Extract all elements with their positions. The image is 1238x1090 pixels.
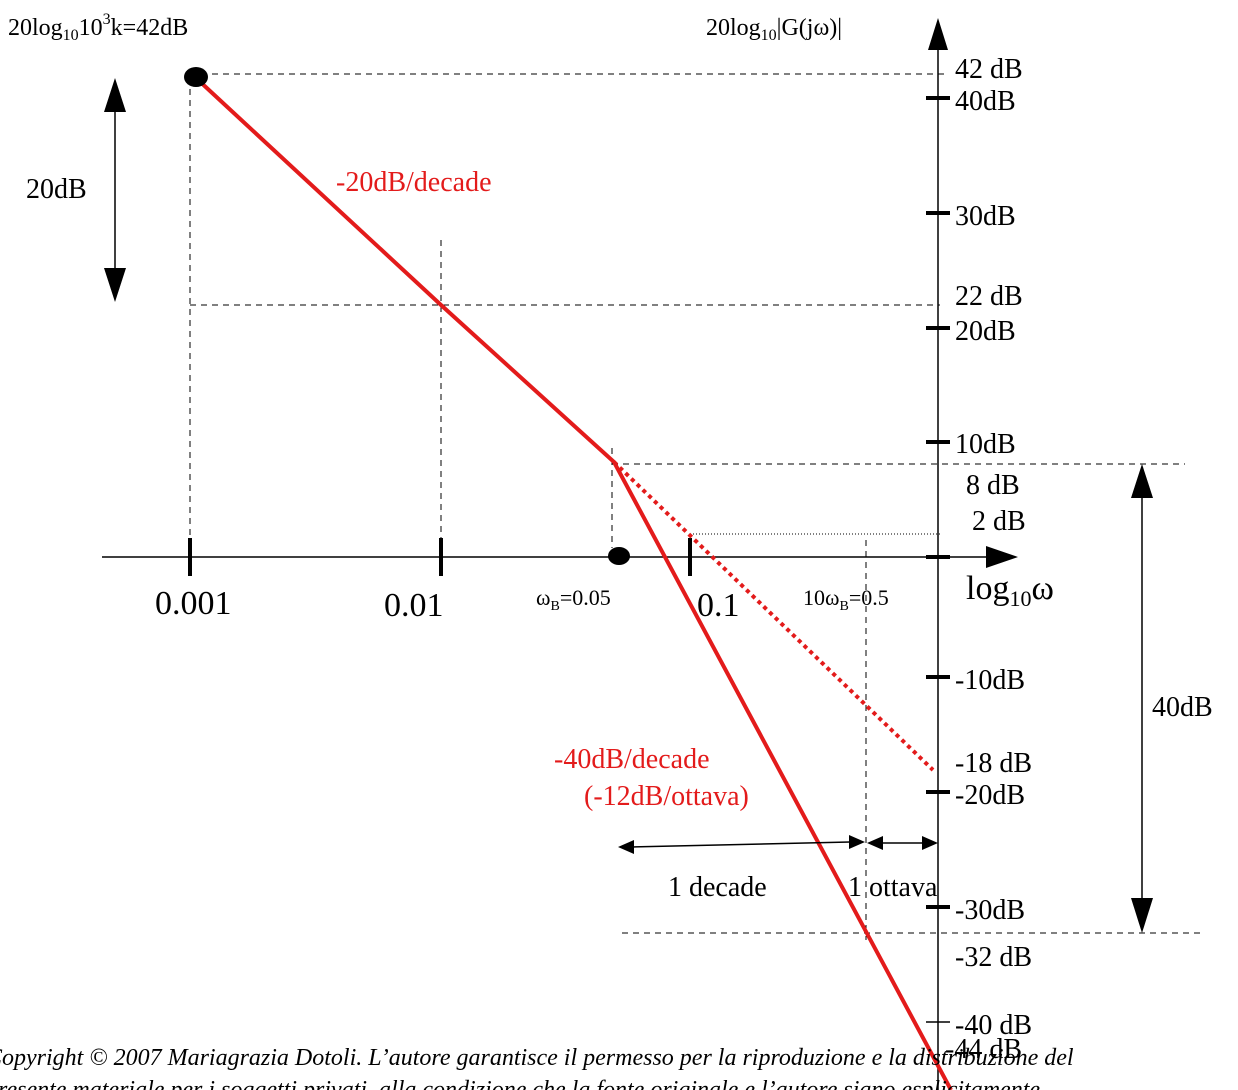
- span-40db-label: 40dB: [1152, 692, 1213, 723]
- y-tick-label-m10: -10dB: [955, 665, 1025, 696]
- x-tick-marks: [188, 538, 692, 576]
- asymptote-solid: [194, 76, 953, 1090]
- y-tick-marks: [926, 96, 950, 909]
- value-label-8: 8 dB: [966, 470, 1020, 501]
- decade-label: 1 decade: [668, 872, 767, 903]
- span-20db-label: 20dB: [26, 174, 87, 205]
- x-axis-title: log10ω: [966, 570, 1054, 611]
- span-20db-arrow: [104, 78, 126, 302]
- y-tick-label-m30: -30dB: [955, 895, 1025, 926]
- top-left-formula: 20log10103k=42dB: [8, 11, 188, 44]
- y-tick-label-20: 20dB: [955, 316, 1016, 347]
- guide-lines: [189, 73, 1200, 940]
- value-label-m32: -32 dB: [955, 942, 1032, 973]
- x-tick-label-0001: 0.001: [155, 585, 232, 622]
- omega-b-marker: [608, 547, 630, 565]
- y-tick-label-30: 30dB: [955, 201, 1016, 232]
- value-label-m18: -18 dB: [955, 748, 1032, 779]
- y-tick-label-10: 10dB: [955, 429, 1016, 460]
- slope-20db-label: -20dB/decade: [336, 167, 492, 198]
- y-axis-arrowhead: [928, 18, 948, 50]
- ten-omega-b-label: 10ωB=0.5: [803, 585, 889, 614]
- slope-octave-label: (-12dB/ottava): [584, 781, 749, 812]
- value-label-42: 42 dB: [955, 54, 1023, 85]
- slope-40db-label: -40dB/decade: [554, 744, 710, 775]
- axes: [102, 46, 990, 1090]
- octave-arrow: [867, 836, 938, 850]
- octave-label: 1 ottava: [848, 872, 938, 903]
- asymptote-dotted: [612, 460, 935, 772]
- bode-curve: [194, 76, 953, 1090]
- y-tick-label-m20: -20dB: [955, 780, 1025, 811]
- start-point-marker: [184, 67, 208, 87]
- y-tick-label-m40: -40 dB: [955, 1010, 1032, 1041]
- x-axis-arrowhead: [986, 546, 1018, 568]
- value-label-m44: -44 dB: [945, 1034, 1022, 1065]
- x-tick-labels: 0.001 0.01 0.1: [155, 585, 740, 624]
- copyright-line-1: Copyright © 2007 Mariagrazia Dotoli. L’a…: [0, 1045, 1074, 1071]
- y-tick-label-40: 40dB: [955, 86, 1016, 117]
- copyright-line-2: presente materiale per i soggetti privat…: [0, 1077, 1040, 1090]
- decade-arrow: [618, 835, 865, 854]
- value-labels: 42 dB 22 dB 8 dB 2 dB -18 dB -32 dB -44 …: [945, 54, 1032, 1065]
- x-tick-label-01: 0.1: [697, 587, 740, 624]
- omega-b-label: ωB=0.05: [536, 585, 611, 614]
- y-axis-title: 20log10|G(jω)|: [706, 15, 842, 44]
- span-40db-arrow: [1131, 464, 1153, 933]
- value-label-2: 2 dB: [972, 506, 1026, 537]
- x-tick-label-001: 0.01: [384, 587, 444, 624]
- value-label-22: 22 dB: [955, 281, 1023, 312]
- y-tick-labels: 40dB 30dB 20dB 10dB -10dB -20dB -30dB -4…: [955, 86, 1032, 1041]
